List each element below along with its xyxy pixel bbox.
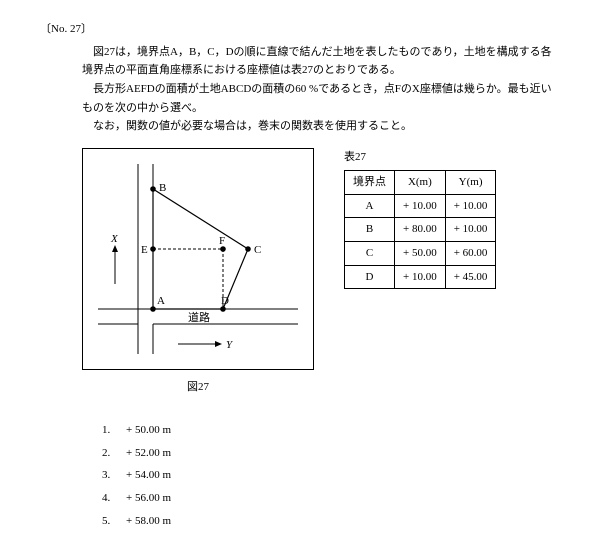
choice: 4.+ 56.00 m: [102, 489, 560, 508]
choice-number: 1.: [102, 421, 126, 440]
table-header: Y(m): [445, 170, 496, 194]
table-row: C+ 50.00+ 60.00: [345, 241, 496, 265]
choice-number: 2.: [102, 444, 126, 463]
table-row: B+ 80.00+ 10.00: [345, 218, 496, 242]
table-27-container: 表27 境界点X(m)Y(m)A+ 10.00+ 10.00B+ 80.00+ …: [344, 148, 496, 289]
answer-choices: 1.+ 50.00 m2.+ 52.00 m3.+ 54.00 m4.+ 56.…: [102, 421, 560, 530]
table-cell: C: [345, 241, 395, 265]
choice: 3.+ 54.00 m: [102, 466, 560, 485]
figure-27: B E F C A D 道路 X Y: [82, 148, 314, 370]
table-cell: + 80.00: [395, 218, 446, 242]
table-header: 境界点: [345, 170, 395, 194]
choice: 2.+ 52.00 m: [102, 444, 560, 463]
coordinates-table: 境界点X(m)Y(m)A+ 10.00+ 10.00B+ 80.00+ 10.0…: [344, 170, 496, 289]
svg-text:C: C: [254, 244, 261, 256]
choice: 1.+ 50.00 m: [102, 421, 560, 440]
paragraph-2: 長方形AEFDの面積が土地ABCDの面積の60 %であるとき，点FのX座標値は幾…: [82, 80, 560, 117]
table-cell: + 45.00: [445, 265, 496, 289]
svg-text:道路: 道路: [188, 310, 210, 324]
choice: 5.+ 58.00 m: [102, 512, 560, 531]
table-cell: D: [345, 265, 395, 289]
svg-text:X: X: [110, 233, 119, 245]
paragraph-3: なお，関数の値が必要な場合は，巻末の関数表を使用すること。: [82, 117, 560, 136]
table-caption: 表27: [344, 148, 496, 167]
table-cell: B: [345, 218, 395, 242]
figure-caption: 図27: [82, 378, 314, 397]
table-header: X(m): [395, 170, 446, 194]
svg-text:Y: Y: [226, 339, 234, 351]
svg-text:F: F: [219, 235, 225, 247]
svg-text:B: B: [159, 182, 166, 194]
choice-number: 4.: [102, 489, 126, 508]
choice-value: + 56.00 m: [126, 492, 171, 504]
figure-table-row: BEFCAD道路XY 表27 境界点X(m)Y(m)A+ 10.00+ 10.0…: [82, 148, 560, 370]
paragraph-1: 図27は，境界点A，B，C，Dの順に直線で結んだ土地を表したものであり，土地を構…: [82, 43, 560, 80]
choice-number: 5.: [102, 512, 126, 531]
table-cell: + 60.00: [445, 241, 496, 265]
svg-text:D: D: [221, 295, 229, 307]
question-number: 〔No. 27〕: [40, 20, 560, 39]
table-cell: + 10.00: [445, 218, 496, 242]
choice-value: + 58.00 m: [126, 515, 171, 527]
svg-text:A: A: [157, 295, 165, 307]
choice-value: + 54.00 m: [126, 469, 171, 481]
table-cell: A: [345, 194, 395, 218]
choice-value: + 52.00 m: [126, 447, 171, 459]
figure-svg: B E F C A D 道路 X Y: [83, 149, 313, 369]
choice-number: 3.: [102, 466, 126, 485]
table-cell: + 10.00: [395, 194, 446, 218]
table-cell: + 10.00: [445, 194, 496, 218]
choice-value: + 50.00 m: [126, 424, 171, 436]
table-cell: + 50.00: [395, 241, 446, 265]
table-row: A+ 10.00+ 10.00: [345, 194, 496, 218]
svg-text:E: E: [141, 244, 148, 256]
table-row: D+ 10.00+ 45.00: [345, 265, 496, 289]
table-cell: + 10.00: [395, 265, 446, 289]
